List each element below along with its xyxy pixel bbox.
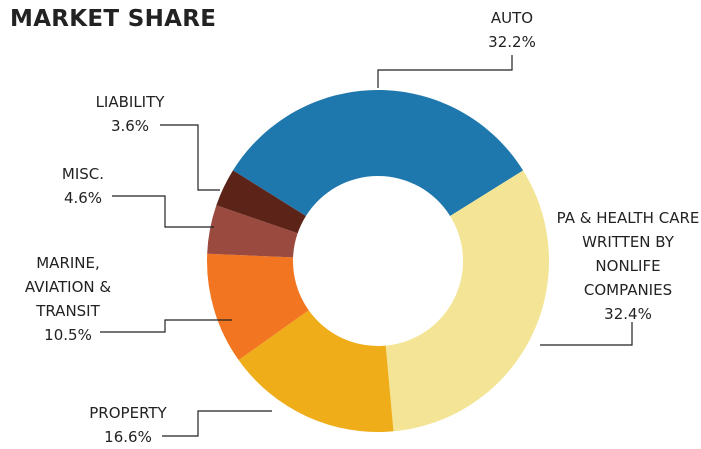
value-label: 32.2% <box>488 33 536 51</box>
slice <box>216 170 306 234</box>
slice-label: PA & HEALTH CARE WRITTEN BY NONLIFE COMP… <box>555 206 701 326</box>
slice-label: MISC. 4.6% <box>30 162 136 210</box>
slice-label: LIABILITY 3.6% <box>70 90 190 138</box>
slice <box>232 90 524 217</box>
slice <box>207 253 309 361</box>
category-label: MARINE, AVIATION & TRANSIT <box>24 254 112 320</box>
connector <box>160 124 220 191</box>
category-label: PA & HEALTH CARE WRITTEN BY NONLIFE COMP… <box>556 209 700 299</box>
chart-title: MARKET SHARE <box>10 6 217 32</box>
connector <box>100 319 232 333</box>
category-label: MISC. <box>61 165 105 183</box>
category-label: LIABILITY <box>95 93 165 111</box>
value-label: 32.4% <box>604 305 652 323</box>
value-label: 3.6% <box>110 117 150 135</box>
slice <box>238 310 394 432</box>
slice-label: MARINE, AVIATION & TRANSIT 10.5% <box>10 251 126 347</box>
category-label: PROPERTY <box>89 404 167 422</box>
connector <box>162 410 272 437</box>
value-label: 16.6% <box>104 428 152 446</box>
slice <box>207 205 298 258</box>
slice <box>385 170 549 432</box>
category-label: AUTO <box>490 9 534 27</box>
connector <box>377 55 513 88</box>
slice-label: AUTO 32.2% <box>452 6 572 54</box>
connector <box>112 195 214 228</box>
value-label: 10.5% <box>44 326 92 344</box>
connector <box>540 322 633 346</box>
value-label: 4.6% <box>63 189 103 207</box>
slice-label: PROPERTY 16.6% <box>68 401 188 449</box>
